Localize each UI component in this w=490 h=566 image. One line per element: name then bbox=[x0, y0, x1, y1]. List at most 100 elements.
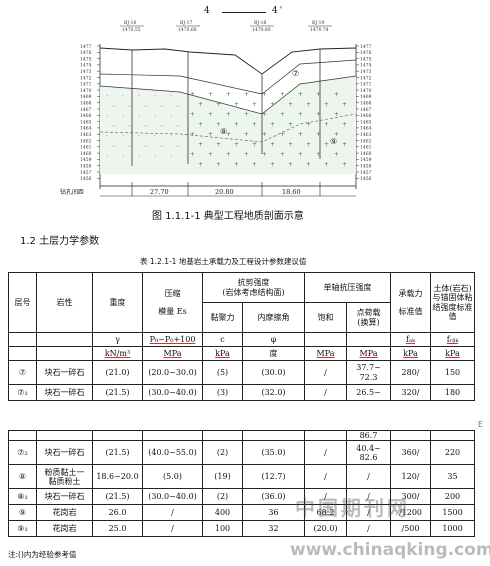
table-cell: 块石一碎石 bbox=[36, 384, 93, 401]
rock-pattern-mark: + bbox=[324, 101, 329, 108]
table-row: ⑦₁ 块石一碎石 (21.5) (30.0~40.0) (3) (32.0)/26.5~ 3… bbox=[8, 384, 475, 401]
header-shear: 抗剪强度 (岩体考虑结构面) bbox=[202, 272, 305, 303]
rock-pattern-mark: + bbox=[334, 91, 339, 98]
elevation-tick-label: 1470 bbox=[360, 88, 372, 94]
table-cell: (21.5) bbox=[92, 384, 143, 401]
table-cell: (19) bbox=[202, 464, 243, 490]
rock-pattern-mark: + bbox=[298, 91, 303, 98]
table-cell: /500 bbox=[390, 520, 431, 538]
rock-pattern-mark: + bbox=[234, 121, 239, 128]
elevation-tick-label: 1457 bbox=[80, 170, 92, 176]
soil-pattern-mark: · bbox=[106, 93, 108, 100]
table-row: ⑧₁ 块石一碎石 (21.5) (30.0~40.0) (2) (36.0) //300/2… bbox=[8, 488, 475, 506]
symbol-bearing: fₐₖ bbox=[390, 332, 431, 347]
unit-saturated: MPa bbox=[304, 346, 347, 361]
table-caption: 表 1.2.1-1 地基岩土承载力及工程设计参数建议值 bbox=[140, 257, 307, 266]
soil-pattern-mark: ◦ bbox=[160, 143, 164, 150]
layer-label-c: ⑨ bbox=[330, 137, 337, 146]
elevation-tick-label: 1458 bbox=[360, 164, 372, 170]
table-cell: ⑦₂ bbox=[8, 440, 37, 466]
rock-pattern-mark: + bbox=[280, 91, 285, 98]
rock-pattern-mark: + bbox=[316, 131, 321, 138]
header-ucs: 单轴抗压强度 bbox=[304, 272, 391, 303]
elevation-tick-label: 1473 bbox=[80, 69, 92, 75]
table-cell: (20.0) bbox=[304, 520, 347, 538]
elevation-tick-label: 1470 bbox=[80, 88, 92, 94]
rock-pattern-mark: + bbox=[270, 121, 275, 128]
rock-pattern-mark: + bbox=[190, 111, 195, 118]
rock-pattern-mark: + bbox=[262, 131, 267, 138]
rock-pattern-mark: + bbox=[280, 111, 285, 118]
elevation-scale-right: 1477147614751474147314721471147014691468… bbox=[356, 44, 372, 182]
borehole-id: BJ-17 bbox=[180, 20, 192, 26]
elevation-tick-label: 1459 bbox=[360, 157, 372, 163]
borehole-elevation: 1470.80 bbox=[252, 27, 271, 33]
symbol-modulus: P₀~P₀+100 bbox=[142, 332, 203, 347]
table-cell: (30.0) bbox=[242, 360, 305, 385]
table-cell: 180 bbox=[430, 384, 475, 401]
soil-pattern-mark: · bbox=[122, 93, 124, 100]
table-cell: / bbox=[304, 440, 347, 466]
table-cell: (21.5) bbox=[92, 488, 143, 506]
rock-pattern-mark: + bbox=[288, 141, 293, 148]
table-cell: (3) bbox=[202, 384, 243, 401]
elevation-tick-label: 1475 bbox=[360, 56, 372, 62]
soil-pattern-mark: · bbox=[122, 133, 124, 140]
borehole-id: BJ-19 bbox=[312, 20, 324, 26]
distance-2: 20.80 bbox=[215, 188, 234, 196]
soil-pattern-mark: ◦ bbox=[112, 143, 116, 150]
soil-pattern-mark: ◦ bbox=[176, 143, 180, 150]
table-cell: / bbox=[304, 464, 347, 490]
rock-pattern-mark: + bbox=[316, 151, 321, 158]
rock-pattern-mark: + bbox=[316, 111, 321, 118]
table-cell: 100 bbox=[202, 520, 243, 538]
elevation-tick-label: 1460 bbox=[360, 151, 372, 157]
elevation-scale-left: 1477147614751474147314721471147014691468… bbox=[80, 44, 100, 182]
elevation-tick-label: 1472 bbox=[80, 75, 92, 81]
elevation-tick-label: 1469 bbox=[360, 94, 372, 100]
soil-pattern-mark: · bbox=[154, 153, 156, 160]
symbol-density: γ bbox=[92, 332, 143, 347]
elevation-tick-label: 1474 bbox=[80, 63, 92, 69]
soil-pattern-mark: ◦ bbox=[128, 103, 132, 110]
table-cell: 26.5~ bbox=[346, 384, 391, 401]
watermark-cn: 中国期刊网 bbox=[295, 496, 410, 520]
elevation-tick-label: 1464 bbox=[360, 126, 372, 132]
rock-pattern-mark: + bbox=[342, 141, 347, 148]
soil-pattern-mark: ◦ bbox=[160, 103, 164, 110]
rock-pattern-mark: + bbox=[208, 91, 213, 98]
rock-pattern-mark: + bbox=[334, 111, 339, 118]
parameter-table-top: 层号 岩性 重度 压缩 模量 Es 抗剪强度 (岩体考虑结构面) 单轴抗压强度 承载… bbox=[8, 272, 475, 401]
elevation-tick-label: 1466 bbox=[360, 113, 372, 119]
soil-pattern-mark: · bbox=[122, 153, 124, 160]
borehole-elevation: 1470.74 bbox=[310, 27, 329, 33]
rock-pattern-mark: + bbox=[244, 131, 249, 138]
rock-pattern-mark: + bbox=[306, 141, 311, 148]
table-cell: (12.7) bbox=[242, 464, 305, 490]
rock-pattern-mark: + bbox=[316, 91, 321, 98]
header-pointload: 点荷载 (换算) bbox=[346, 302, 391, 333]
soil-pattern-mark: · bbox=[138, 113, 140, 120]
rock-zone bbox=[100, 76, 356, 174]
elevation-tick-label: 1456 bbox=[80, 176, 92, 182]
soil-pattern-mark: · bbox=[106, 153, 108, 160]
table-cell: (40.0~55.0) bbox=[142, 440, 203, 466]
soil-pattern-mark: · bbox=[138, 153, 140, 160]
soil-pattern-mark: ◦ bbox=[176, 123, 180, 130]
soil-pattern-mark: · bbox=[154, 93, 156, 100]
distance-3: 18.60 bbox=[282, 188, 301, 196]
rock-pattern-mark: + bbox=[198, 121, 203, 128]
table-cell: 32 bbox=[242, 520, 305, 538]
rock-pattern-mark: + bbox=[198, 161, 203, 168]
rock-pattern: + + + + + + + + ++ + + + + + + + ++ + + + + + + + ++ + + + + + + + ++ + + +… bbox=[190, 91, 347, 168]
rock-pattern-mark: + bbox=[280, 151, 285, 158]
table-cell: 25.0 bbox=[92, 520, 143, 538]
rock-pattern-mark: + bbox=[216, 161, 221, 168]
table-cell: (30.0~40.0) bbox=[142, 488, 203, 506]
rock-pattern-mark: + bbox=[324, 161, 329, 168]
table-cell: (32.0) bbox=[242, 384, 305, 401]
table-cell: (30.0~40.0) bbox=[142, 384, 203, 401]
rock-pattern-mark: + bbox=[244, 151, 249, 158]
layer-label-b: ⑧ bbox=[220, 127, 227, 136]
header-cohesion: 黏聚力 bbox=[202, 302, 243, 333]
